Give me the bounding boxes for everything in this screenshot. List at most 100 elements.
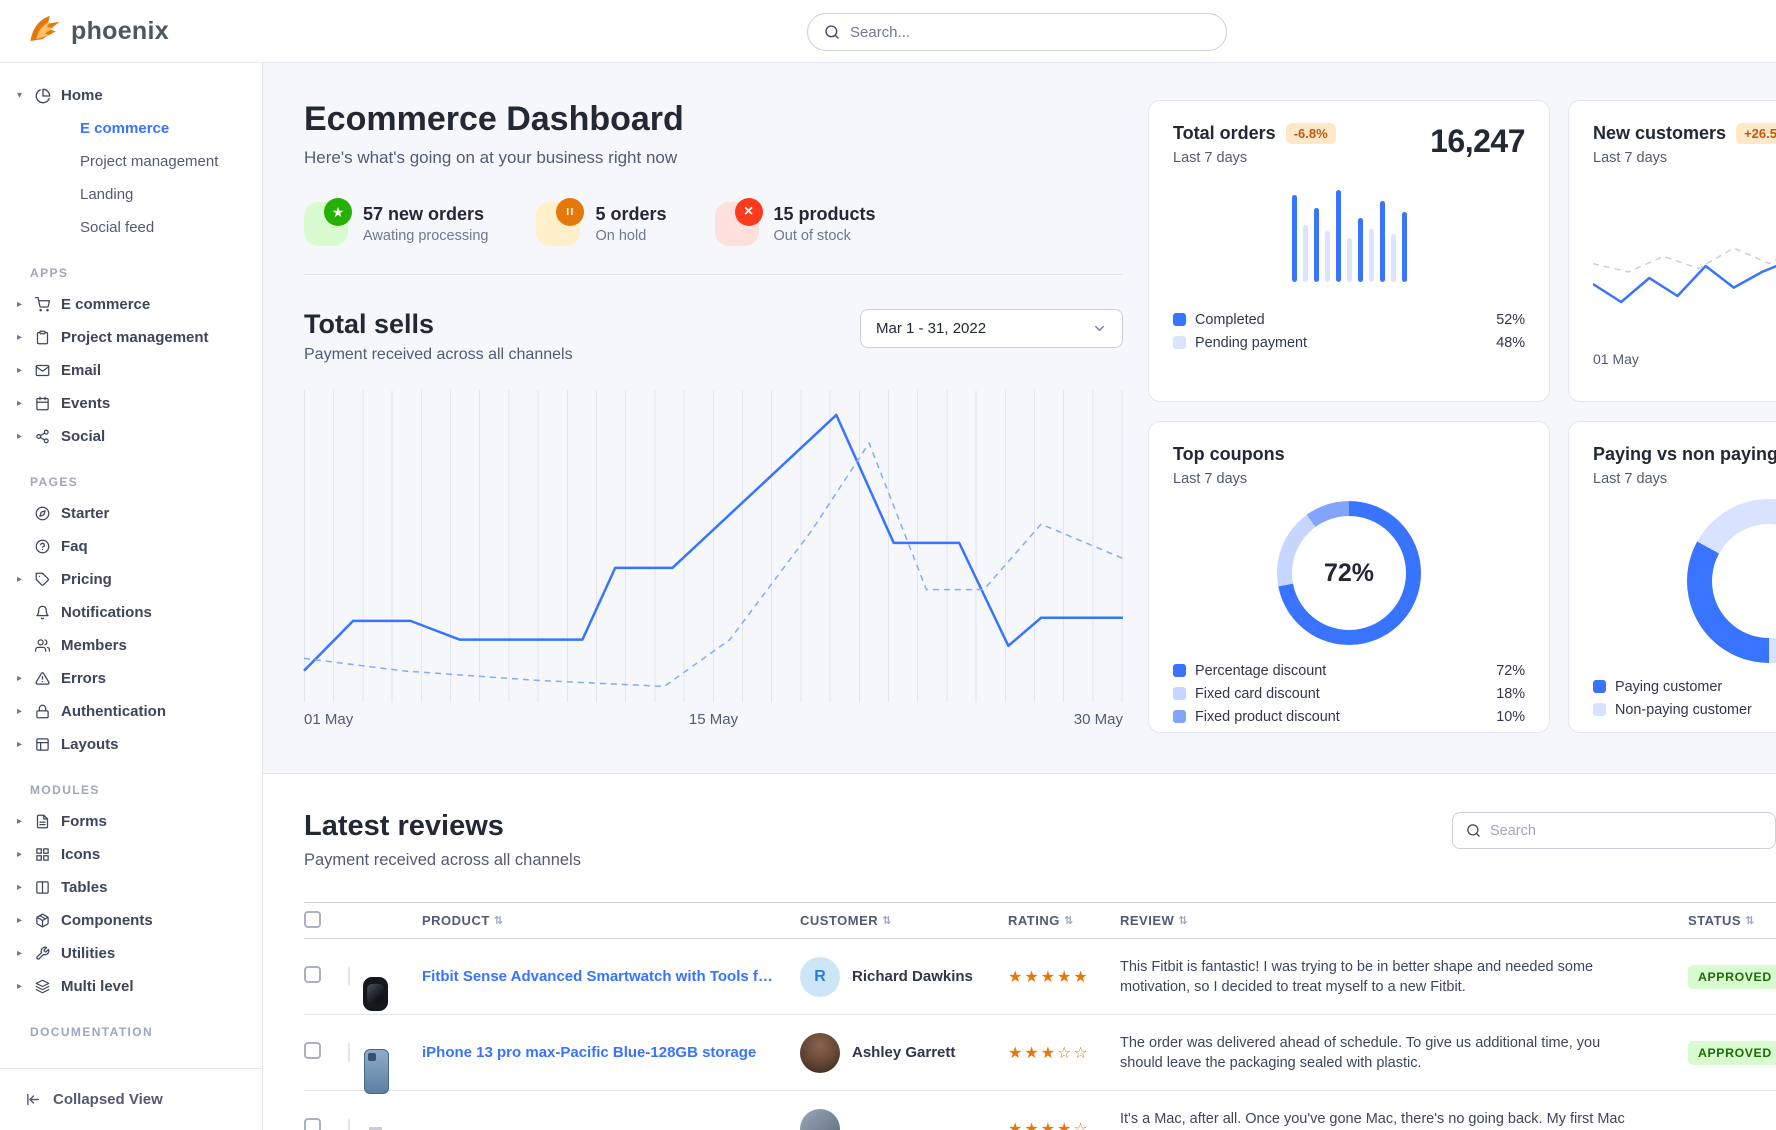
sidebar-item-components[interactable]: ▸ Components <box>17 904 254 937</box>
sidebar-item-landing[interactable]: Landing <box>17 178 254 211</box>
legend-label: Completed <box>1195 311 1265 328</box>
top-navbar: phoenix <box>0 0 1776 63</box>
calendar-icon <box>35 396 61 411</box>
reviews-search-input[interactable] <box>1490 822 1762 839</box>
help-circle-icon <box>35 539 61 554</box>
grid-icon <box>35 847 61 862</box>
order-bar-pending <box>1390 234 1396 282</box>
sidebar-item-multi-level[interactable]: ▸ Multi level <box>17 970 254 1003</box>
avatar: R <box>800 956 840 997</box>
column-header-product[interactable]: PRODUCT <box>422 913 800 928</box>
total-sells-header: Total sells Payment received across all … <box>304 309 1123 364</box>
customer-cell <box>800 1108 1008 1130</box>
caret-right-icon: ▸ <box>17 915 23 926</box>
sidebar-item-starter[interactable]: Starter <box>17 497 254 530</box>
caret-right-icon: ▸ <box>17 882 23 893</box>
sidebar-item-project-management[interactable]: ▸ Project management <box>17 321 254 354</box>
legend-swatch <box>1173 687 1186 700</box>
legend-label: Fixed product discount <box>1195 708 1340 725</box>
legend-row: Paying customer <box>1593 675 1776 698</box>
sidebar-item-social[interactable]: ▸ Social <box>17 420 254 453</box>
product-image[interactable] <box>348 1118 350 1130</box>
table-row: iPhone 13 pro max-Pacific Blue-128GB sto… <box>304 1015 1776 1091</box>
legend-label: Fixed card discount <box>1195 685 1320 702</box>
table-icon <box>35 880 61 895</box>
total-orders-chart <box>1284 190 1414 282</box>
sidebar: ▾ Home E commerce Project management Landing… <box>0 63 263 1130</box>
caret-right-icon: ▸ <box>17 948 23 959</box>
product-image[interactable] <box>348 1042 350 1062</box>
stat-orders-on-hold: II 5 orders On hold <box>536 198 667 246</box>
sidebar-item-notifications[interactable]: Notifications <box>17 596 254 629</box>
sidebar-item-forms[interactable]: ▸ Forms <box>17 805 254 838</box>
product-link[interactable]: iPhone 13 pro max-Pacific Blue-128GB sto… <box>422 1044 757 1061</box>
stat-blob: II <box>536 198 585 246</box>
caret-right-icon: ▸ <box>17 299 23 310</box>
navbar-search-input[interactable] <box>850 23 1210 41</box>
caret-right-icon: ▸ <box>17 849 23 860</box>
legend-swatch <box>1173 336 1186 349</box>
sidebar-item-authentication[interactable]: ▸ Authentication <box>17 695 254 728</box>
sidebar-item-project-management[interactable]: Project management <box>17 145 254 178</box>
legend-value: 18% <box>1496 685 1525 702</box>
page-subtitle: Here's what's going on at your business … <box>304 148 678 167</box>
column-header-rating[interactable]: RATING <box>1008 913 1120 928</box>
sidebar-item-e-commerce[interactable]: E commerce <box>17 112 254 145</box>
sidebar-item-e-commerce[interactable]: ▸ E commerce <box>17 288 254 321</box>
legend-row: Percentage discount 72% <box>1173 659 1525 682</box>
x-tick: 01 May <box>1593 351 1639 367</box>
row-checkbox[interactable] <box>304 1041 321 1059</box>
sidebar-item-pricing[interactable]: ▸ Pricing <box>17 563 254 596</box>
sidebar-item-layouts[interactable]: ▸ Layouts <box>17 728 254 761</box>
date-range-select[interactable]: Mar 1 - 31, 2022 <box>860 309 1123 348</box>
sidebar-section-apps: APPS <box>30 266 69 280</box>
stat-value: 57 new orders <box>363 204 485 224</box>
legend-swatch <box>1593 680 1606 693</box>
file-text-icon <box>35 814 61 829</box>
sidebar-item-social-feed[interactable]: Social feed <box>17 211 254 244</box>
column-header-customer[interactable]: CUSTOMER <box>800 913 1008 928</box>
sidebar-item-members[interactable]: Members <box>17 629 254 662</box>
order-bar-completed <box>1357 217 1363 282</box>
pie-chart-icon <box>35 88 61 104</box>
sidebar-item-home[interactable]: ▾ Home <box>17 79 254 112</box>
sidebar-item-label: Project management <box>61 329 209 346</box>
sidebar-item-utilities[interactable]: ▸ Utilities <box>17 937 254 970</box>
caret-right-icon: ▸ <box>17 574 23 585</box>
total-sells-svg <box>304 390 1123 702</box>
collapse-icon <box>25 1091 42 1108</box>
sort-icon <box>1745 914 1755 927</box>
column-header-status[interactable]: STATUS <box>1688 913 1776 928</box>
sidebar-item-errors[interactable]: ▸ Errors <box>17 662 254 695</box>
avatar <box>800 1032 840 1073</box>
product-image[interactable] <box>348 966 350 986</box>
total-sells-subtitle: Payment received across all channels <box>304 346 573 363</box>
sidebar-item-email[interactable]: ▸ Email <box>17 354 254 387</box>
row-checkbox[interactable] <box>304 965 321 983</box>
x-tick: 30 May <box>1073 711 1123 728</box>
legend-swatch <box>1173 664 1186 677</box>
total-sells-chart <box>304 390 1123 702</box>
brand-logo[interactable]: phoenix <box>26 12 169 50</box>
sidebar-item-icons[interactable]: ▸ Icons <box>17 838 254 871</box>
column-header-review[interactable]: REVIEW <box>1120 913 1688 928</box>
collapsed-view-toggle[interactable]: Collapsed View <box>0 1068 262 1130</box>
sidebar-item-label: Project management <box>80 153 219 170</box>
rating-stars: ★★★☆☆ <box>1008 1044 1090 1062</box>
sidebar-item-faq[interactable]: Faq <box>17 530 254 563</box>
page-title: Ecommerce Dashboard <box>304 100 684 138</box>
review-text: This Fitbit is fantastic! I was trying t… <box>1120 958 1594 995</box>
sidebar-item-label: E commerce <box>61 296 151 313</box>
sidebar-item-label: Tables <box>61 879 108 896</box>
sidebar-item-tables[interactable]: ▸ Tables <box>17 871 254 904</box>
new-customers-svg <box>1593 218 1776 338</box>
users-icon <box>35 638 61 653</box>
product-link[interactable]: Fitbit Sense Advanced Smartwatch with To… <box>422 968 780 985</box>
select-all-checkbox[interactable] <box>304 910 321 928</box>
paying-vs-non-paying-card: Paying vs non paying Last 7 days Paying … <box>1568 421 1776 733</box>
sidebar-item-label: E commerce <box>80 120 170 137</box>
sidebar-item-events[interactable]: ▸ Events <box>17 387 254 420</box>
row-checkbox[interactable] <box>304 1117 321 1130</box>
brand-name: phoenix <box>71 16 169 45</box>
legend-row: Pending payment 48% <box>1173 331 1525 354</box>
